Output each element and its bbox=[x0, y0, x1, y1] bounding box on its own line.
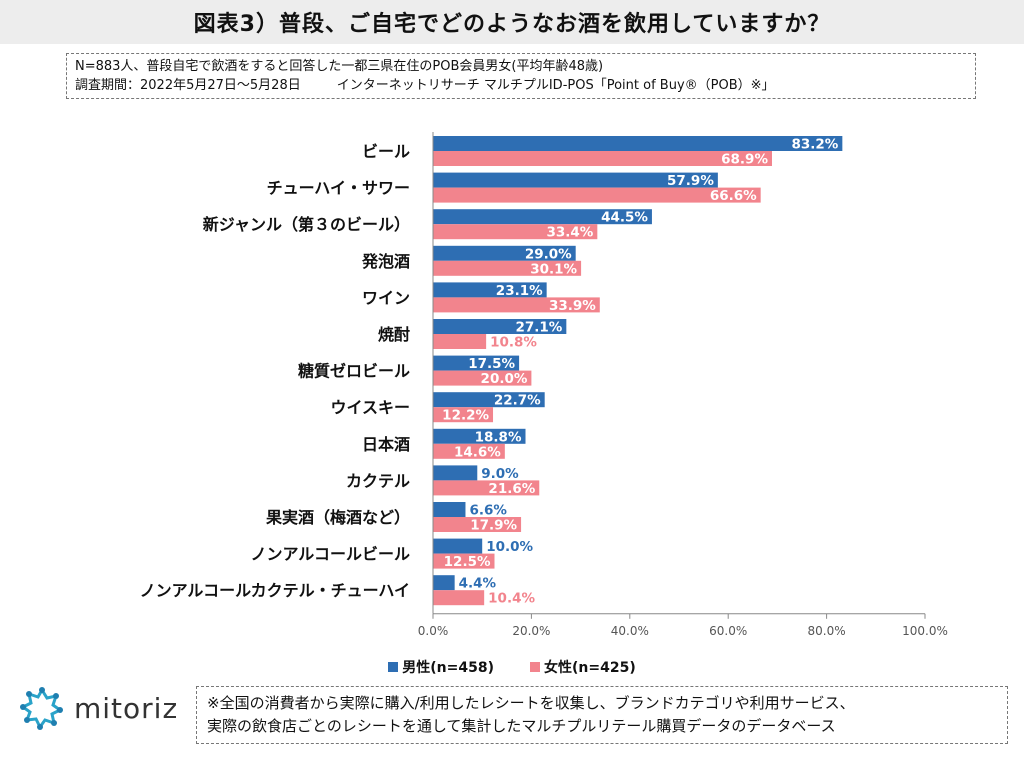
female-bar bbox=[433, 443, 505, 459]
female-value-label: 10.4% bbox=[488, 591, 535, 607]
category-label: ウイスキー bbox=[330, 398, 410, 417]
male-value-label: 83.2% bbox=[792, 137, 839, 153]
x-tick-label: 20.0% bbox=[512, 624, 550, 638]
category-label: ワイン bbox=[362, 288, 410, 307]
x-tick-label: 80.0% bbox=[808, 624, 846, 638]
category-label: チューハイ・サワー bbox=[267, 179, 410, 198]
female-bar bbox=[433, 590, 485, 606]
male-value-label: 27.1% bbox=[515, 320, 562, 336]
category-label: ノンアルコールビール bbox=[250, 545, 410, 564]
x-tick-label: 0.0% bbox=[418, 624, 449, 638]
chart-legend: 男性(n=458) 女性(n=425) bbox=[0, 657, 1024, 677]
survey-method: インターネットリサーチ マルチプルID-POS「Point of Buy®（PO… bbox=[336, 78, 775, 93]
category-label: 新ジャンル（第３のビール） bbox=[203, 215, 410, 234]
male-bar bbox=[433, 465, 478, 481]
female-value-label: 12.2% bbox=[442, 408, 489, 424]
male-bar bbox=[433, 538, 483, 554]
male-value-label: 23.1% bbox=[496, 283, 543, 299]
survey-info-box: N=883人、普段自宅で飲酒をすると回答した一都三県在住のPOB会員男女(平均年… bbox=[66, 53, 976, 99]
category-label: 日本酒 bbox=[362, 435, 410, 454]
female-value-label: 33.4% bbox=[546, 225, 593, 241]
legend-male-label: 男性(n=458) bbox=[402, 660, 494, 676]
male-bar bbox=[433, 575, 455, 591]
female-bar bbox=[433, 260, 582, 276]
female-bar bbox=[433, 297, 600, 313]
legend-female-label: 女性(n=425) bbox=[544, 660, 636, 676]
female-bar bbox=[433, 187, 761, 203]
survey-period: 調査期間：2022年5月27日～5月28日 bbox=[75, 78, 301, 93]
bar-chart: ビール 83.2% 68.9% チューハイ・サワー 57.9%66.6% 新ジャンル（第３… bbox=[140, 132, 948, 638]
male-value-label: 17.5% bbox=[468, 356, 515, 372]
page-title: 図表3）普段、ご自宅でどのようなお酒を飲用していますか？ bbox=[193, 12, 831, 37]
x-tick-label: 40.0% bbox=[611, 624, 649, 638]
male-value-label: 6.6% bbox=[469, 503, 507, 519]
female-value-label: 68.9% bbox=[721, 152, 768, 168]
female-value-label: 10.8% bbox=[490, 335, 537, 351]
female-bar bbox=[433, 370, 532, 386]
male-value-label: 44.5% bbox=[601, 210, 648, 226]
male-bar bbox=[433, 209, 652, 225]
male-value-label: 4.4% bbox=[459, 576, 497, 592]
footnote-line2: 実際の飲食店ごとのレシートを通して集計したマルチプルリテール購買データのデータベ… bbox=[207, 717, 836, 735]
legend-female-swatch bbox=[530, 662, 540, 672]
female-value-label: 21.6% bbox=[488, 481, 535, 497]
mitoriz-logo-icon bbox=[20, 687, 63, 730]
survey-info-line2: 調査期間：2022年5月27日～5月28日 インターネットリサーチ マルチプルID… bbox=[75, 76, 967, 95]
category-label: 糖質ゼロビール bbox=[298, 362, 410, 381]
male-bar bbox=[433, 136, 843, 151]
category-label: ビール bbox=[362, 142, 410, 161]
category-label: 発泡酒 bbox=[361, 252, 410, 271]
male-value-label: 10.0% bbox=[486, 539, 533, 555]
legend-male: 男性(n=458) bbox=[388, 657, 494, 677]
male-bar bbox=[433, 355, 520, 371]
male-value-label: 57.9% bbox=[667, 173, 714, 189]
male-bar bbox=[433, 428, 526, 444]
x-tick-label: 60.0% bbox=[709, 624, 747, 638]
male-bar bbox=[433, 245, 576, 261]
female-value-label: 33.9% bbox=[549, 298, 596, 314]
title-bar: 図表3）普段、ご自宅でどのようなお酒を飲用していますか？ bbox=[0, 0, 1024, 44]
legend-female: 女性(n=425) bbox=[530, 657, 636, 677]
female-value-label: 14.6% bbox=[454, 444, 501, 460]
male-bar bbox=[433, 392, 545, 408]
male-bar bbox=[433, 172, 718, 188]
male-value-label: 29.0% bbox=[525, 246, 572, 262]
female-bar bbox=[433, 553, 495, 569]
female-value-label: 17.9% bbox=[470, 518, 517, 534]
female-bar bbox=[433, 224, 598, 240]
female-value-label: 12.5% bbox=[444, 554, 491, 570]
survey-description: N=883人、普段自宅で飲酒をすると回答した一都三県在住のPOB会員男女(平均年… bbox=[75, 59, 604, 74]
female-value-label: 66.6% bbox=[710, 188, 757, 204]
category-label: カクテル bbox=[346, 471, 410, 490]
brand-logo: mitoriz bbox=[20, 686, 178, 730]
female-value-label: 20.0% bbox=[481, 371, 528, 387]
female-bar bbox=[433, 517, 522, 532]
male-value-label: 9.0% bbox=[481, 466, 519, 482]
male-value-label: 18.8% bbox=[475, 429, 522, 445]
female-value-label: 30.1% bbox=[530, 261, 577, 277]
male-bar bbox=[433, 502, 466, 517]
female-bar bbox=[433, 151, 772, 166]
category-label: ノンアルコールカクテル・チューハイ bbox=[140, 581, 410, 600]
legend-male-swatch bbox=[388, 662, 399, 672]
category-label: 果実酒（梅酒など） bbox=[265, 508, 410, 527]
footnote-box: ※全国の消費者から実際に購入/利用したレシートを収集し、ブランドカテゴリや利用サ… bbox=[196, 686, 1008, 744]
female-bar bbox=[433, 480, 540, 496]
male-bar bbox=[433, 319, 567, 334]
male-value-label: 22.7% bbox=[494, 393, 541, 409]
logo-wordmark: mitoriz bbox=[74, 691, 179, 725]
x-tick-label: 100.0% bbox=[902, 624, 948, 638]
category-label: 焼酎 bbox=[378, 325, 410, 344]
female-bar bbox=[433, 407, 494, 423]
footnote-line1: ※全国の消費者から実際に購入/利用したレシートを収集し、ブランドカテゴリや利用サ… bbox=[207, 694, 855, 712]
female-bar bbox=[433, 334, 487, 349]
male-bar bbox=[433, 282, 547, 298]
